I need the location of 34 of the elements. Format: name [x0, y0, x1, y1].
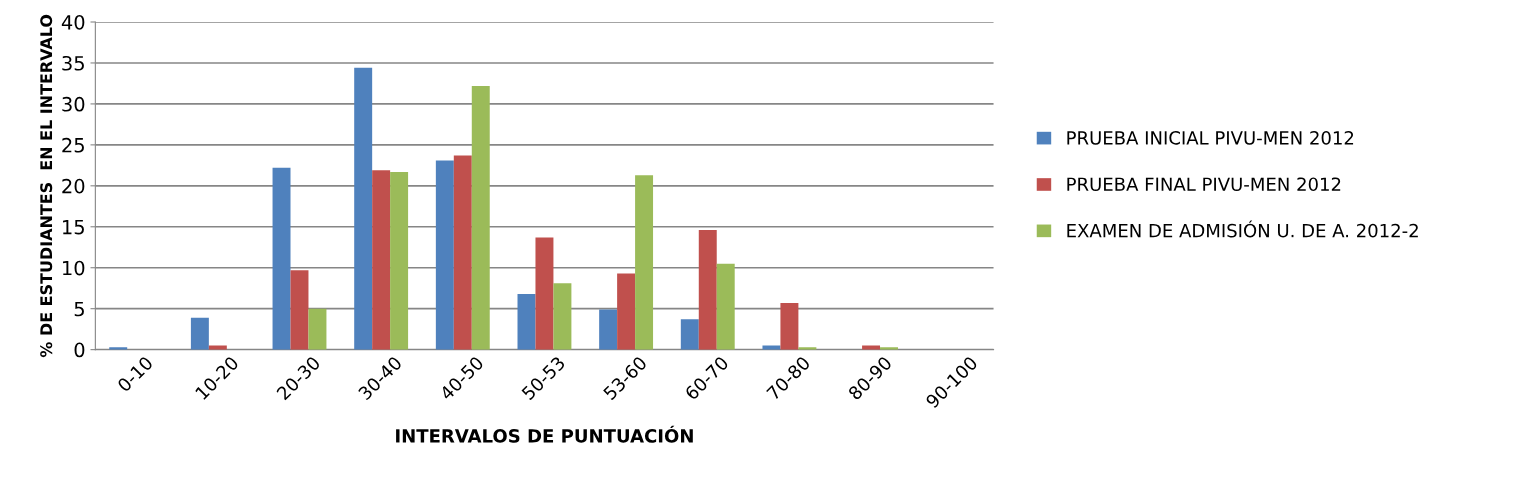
bar: [517, 293, 536, 350]
bar: [680, 319, 699, 350]
bar: [635, 175, 654, 350]
y-tick-label: 0: [74, 342, 85, 358]
bar: [553, 283, 572, 350]
bar: [599, 309, 618, 350]
bar: [617, 273, 636, 350]
bar: [290, 270, 309, 350]
y-tick-label: 20: [62, 178, 85, 194]
bar: [435, 160, 454, 350]
bar: [698, 230, 717, 350]
bar: [190, 317, 209, 350]
legend-label: EXAMEN DE ADMISIÓN U. DE A. 2012-2: [1067, 220, 1418, 238]
y-tick-label: 10: [63, 260, 85, 276]
y-tick-label: 25: [62, 137, 84, 153]
y-tick-label: 5: [74, 301, 84, 317]
bar: [780, 302, 799, 350]
bar: [308, 308, 327, 350]
bar: [354, 67, 373, 350]
legend-label: PRUEBA FINAL PIVU-MEN 2012: [1067, 177, 1341, 192]
bar: [716, 263, 735, 350]
y-tick-label: 35: [62, 55, 84, 71]
y-tick-label: 15: [63, 219, 84, 235]
x-axis-title: INTERVALOS DE PUNTUACIÓN: [396, 425, 693, 443]
bar: [390, 171, 409, 350]
y-axis-title: % DE ESTUDIANTES EN EL INTERVALO: [40, 14, 53, 358]
legend-label: PRUEBA INICIAL PIVU-MEN 2012: [1067, 131, 1354, 145]
bar: [471, 85, 490, 350]
bar: [272, 167, 291, 350]
bar: [453, 155, 472, 350]
bar: [372, 170, 391, 350]
y-tick-label: 40: [61, 14, 85, 30]
y-tick-label: 30: [62, 96, 85, 112]
bar: [535, 237, 554, 350]
